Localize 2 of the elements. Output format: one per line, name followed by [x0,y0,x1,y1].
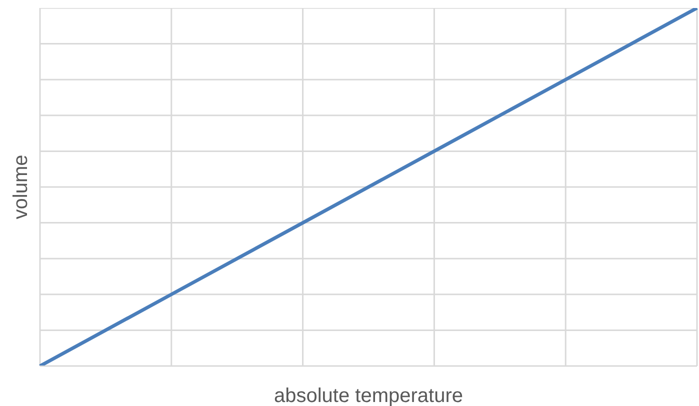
y-axis-title: volume [10,154,32,220]
x-axis-title: absolute temperature [274,385,464,406]
